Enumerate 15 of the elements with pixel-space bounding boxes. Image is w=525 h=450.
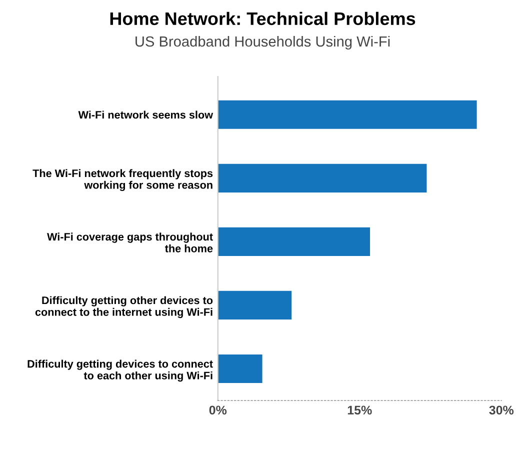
x-tick-label: 15% xyxy=(348,406,372,415)
y-tick-label: Difficulty getting devices to connect to each other using Wi-Fi xyxy=(28,360,213,382)
y-tick-label: Wi-Fi coverage gaps throughout the home xyxy=(47,232,213,252)
chart-title: Home Network: Technical Problems xyxy=(110,12,416,26)
bar xyxy=(218,100,477,129)
bar xyxy=(218,290,292,320)
y-tick-label: The Wi-Fi network frequently stops working for some reason xyxy=(32,169,213,191)
bar xyxy=(218,354,262,384)
chart-subtitle: US Broadband Households Using Wi-Fi xyxy=(136,36,390,50)
bar xyxy=(218,227,370,256)
y-tick-label: Wi-Fi network seems slow xyxy=(78,110,214,119)
bar xyxy=(218,164,427,192)
x-tick-label: 30% xyxy=(489,406,514,415)
y-tick-label: Difficulty getting other devices to connect to the internet using Wi-Fi xyxy=(35,296,213,318)
x-tick-label: 0% xyxy=(209,406,227,415)
